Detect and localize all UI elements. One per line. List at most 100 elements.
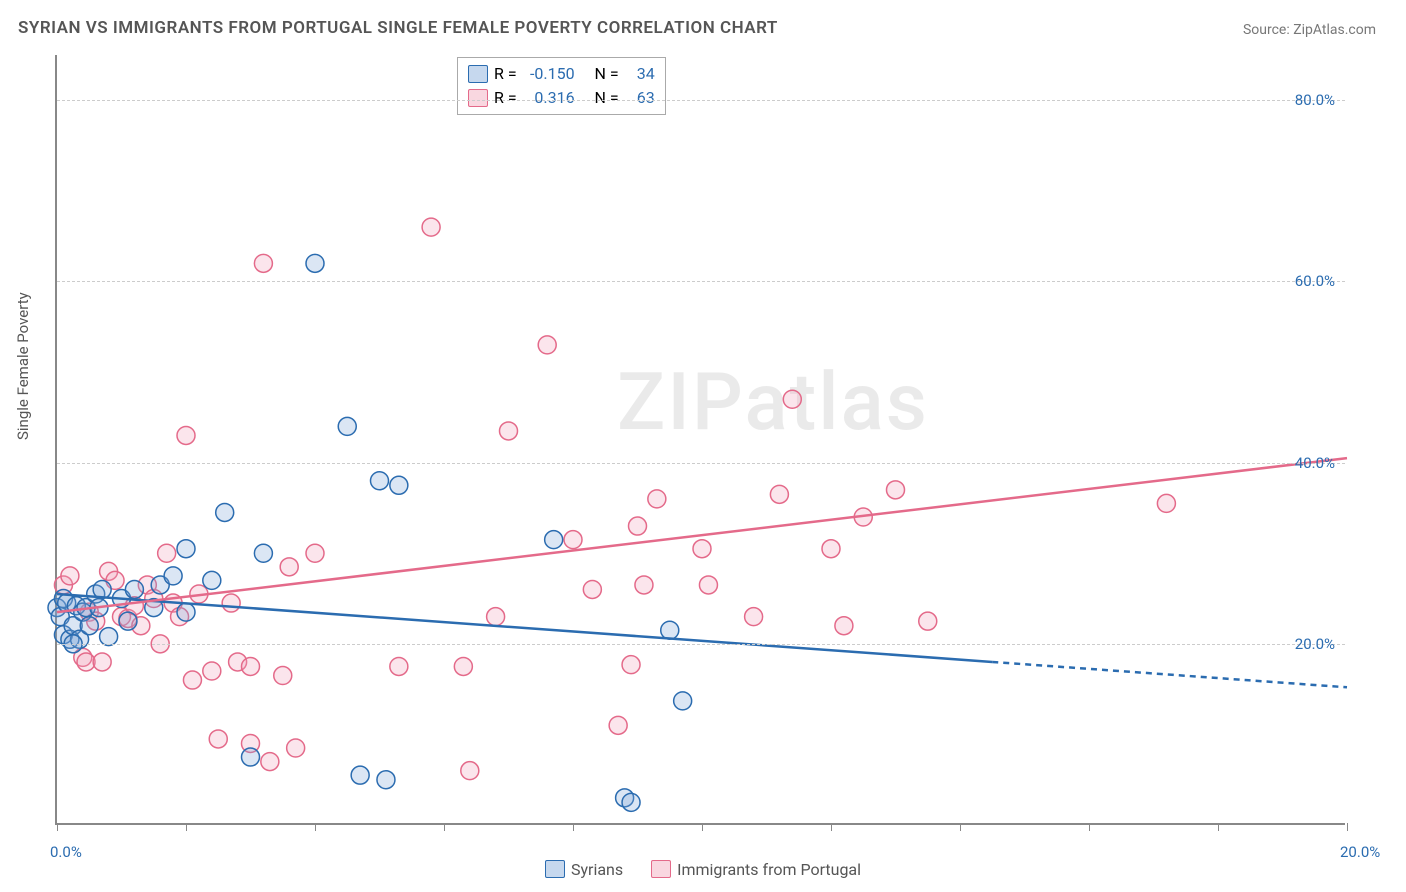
- chart-title: SYRIAN VS IMMIGRANTS FROM PORTUGAL SINGL…: [18, 18, 778, 38]
- chart-svg: [57, 55, 1345, 823]
- data-point: [216, 503, 234, 521]
- r-value-syrians: -0.150: [523, 62, 575, 86]
- data-point: [177, 540, 195, 558]
- data-point: [306, 544, 324, 562]
- data-point: [287, 739, 305, 757]
- legend-label-portugal: Immigrants from Portugal: [677, 860, 861, 879]
- data-point: [306, 254, 324, 272]
- data-point: [454, 657, 472, 675]
- data-point: [622, 793, 640, 811]
- data-point: [422, 218, 440, 236]
- data-point: [209, 730, 227, 748]
- stats-row-syrians: R = -0.150 N = 34: [468, 62, 655, 86]
- data-point: [351, 766, 369, 784]
- data-point: [822, 540, 840, 558]
- y-tick-label: 20.0%: [1295, 635, 1335, 653]
- data-point: [609, 716, 627, 734]
- source-prefix: Source:: [1243, 22, 1290, 38]
- data-point: [177, 603, 195, 621]
- gridline: [57, 463, 1345, 464]
- data-point: [242, 748, 260, 766]
- swatch-portugal-icon: [651, 860, 671, 878]
- data-point: [783, 390, 801, 408]
- data-point: [887, 481, 905, 499]
- data-point: [661, 621, 679, 639]
- x-tick-label: 0.0%: [50, 843, 82, 861]
- y-tick-label: 40.0%: [1295, 454, 1335, 472]
- plot-area: ZIPatlas R = -0.150 N = 34 R = 0.316 N =…: [55, 55, 1345, 825]
- data-point: [222, 594, 240, 612]
- stats-legend: R = -0.150 N = 34 R = 0.316 N = 63: [457, 57, 666, 115]
- data-point: [164, 567, 182, 585]
- data-point: [261, 753, 279, 771]
- legend-item-syrians: Syrians: [545, 860, 623, 879]
- data-point: [919, 612, 937, 630]
- data-point: [203, 662, 221, 680]
- gridline: [57, 281, 1345, 282]
- n-value-portugal: 63: [625, 86, 655, 110]
- source-link[interactable]: ZipAtlas.com: [1293, 22, 1376, 38]
- gridline: [57, 100, 1345, 101]
- data-point: [699, 576, 717, 594]
- data-point: [564, 531, 582, 549]
- data-point: [635, 576, 653, 594]
- data-point: [371, 472, 389, 490]
- x-tick: [186, 823, 187, 831]
- data-point: [1157, 494, 1175, 512]
- x-tick: [960, 823, 961, 831]
- x-tick: [315, 823, 316, 831]
- data-point: [203, 571, 221, 589]
- data-point: [770, 485, 788, 503]
- stats-row-portugal: R = 0.316 N = 63: [468, 86, 655, 110]
- y-tick-label: 80.0%: [1295, 91, 1335, 109]
- data-point: [125, 580, 143, 598]
- data-point: [674, 692, 692, 710]
- data-point: [629, 517, 647, 535]
- data-point: [745, 608, 763, 626]
- data-point: [280, 558, 298, 576]
- swatch-syrians: [468, 65, 488, 83]
- x-tick: [831, 823, 832, 831]
- r-label: R =: [494, 62, 517, 86]
- swatch-portugal: [468, 89, 488, 107]
- x-tick-label: 20.0%: [1340, 843, 1380, 861]
- series-legend: Syrians Immigrants from Portugal: [0, 860, 1406, 883]
- n-label: N =: [595, 86, 619, 110]
- x-tick: [1089, 823, 1090, 831]
- y-axis-title: Single Female Poverty: [14, 292, 32, 440]
- legend-item-portugal: Immigrants from Portugal: [651, 860, 861, 879]
- data-point: [93, 653, 111, 671]
- data-point: [158, 544, 176, 562]
- data-point: [390, 657, 408, 675]
- data-point: [693, 540, 711, 558]
- data-point: [274, 667, 292, 685]
- r-value-portugal: 0.316: [523, 86, 575, 110]
- x-tick: [702, 823, 703, 831]
- x-tick: [573, 823, 574, 831]
- legend-label-syrians: Syrians: [571, 860, 623, 879]
- data-point: [80, 617, 98, 635]
- data-point: [119, 612, 137, 630]
- data-point: [177, 426, 195, 444]
- x-tick: [57, 823, 58, 831]
- data-point: [538, 336, 556, 354]
- gridline: [57, 644, 1345, 645]
- data-point: [545, 531, 563, 549]
- swatch-syrians-icon: [545, 860, 565, 878]
- data-point: [254, 254, 272, 272]
- data-point: [61, 567, 79, 585]
- data-point: [77, 653, 95, 671]
- n-value-syrians: 34: [625, 62, 655, 86]
- x-tick: [1347, 823, 1348, 831]
- x-tick: [444, 823, 445, 831]
- data-point: [183, 671, 201, 689]
- data-point: [487, 608, 505, 626]
- r-label: R =: [494, 86, 517, 110]
- x-tick: [1218, 823, 1219, 831]
- data-point: [835, 617, 853, 635]
- data-point: [242, 657, 260, 675]
- data-point: [254, 544, 272, 562]
- data-point: [377, 771, 395, 789]
- data-point: [461, 762, 479, 780]
- source-attribution: Source: ZipAtlas.com: [1243, 22, 1376, 38]
